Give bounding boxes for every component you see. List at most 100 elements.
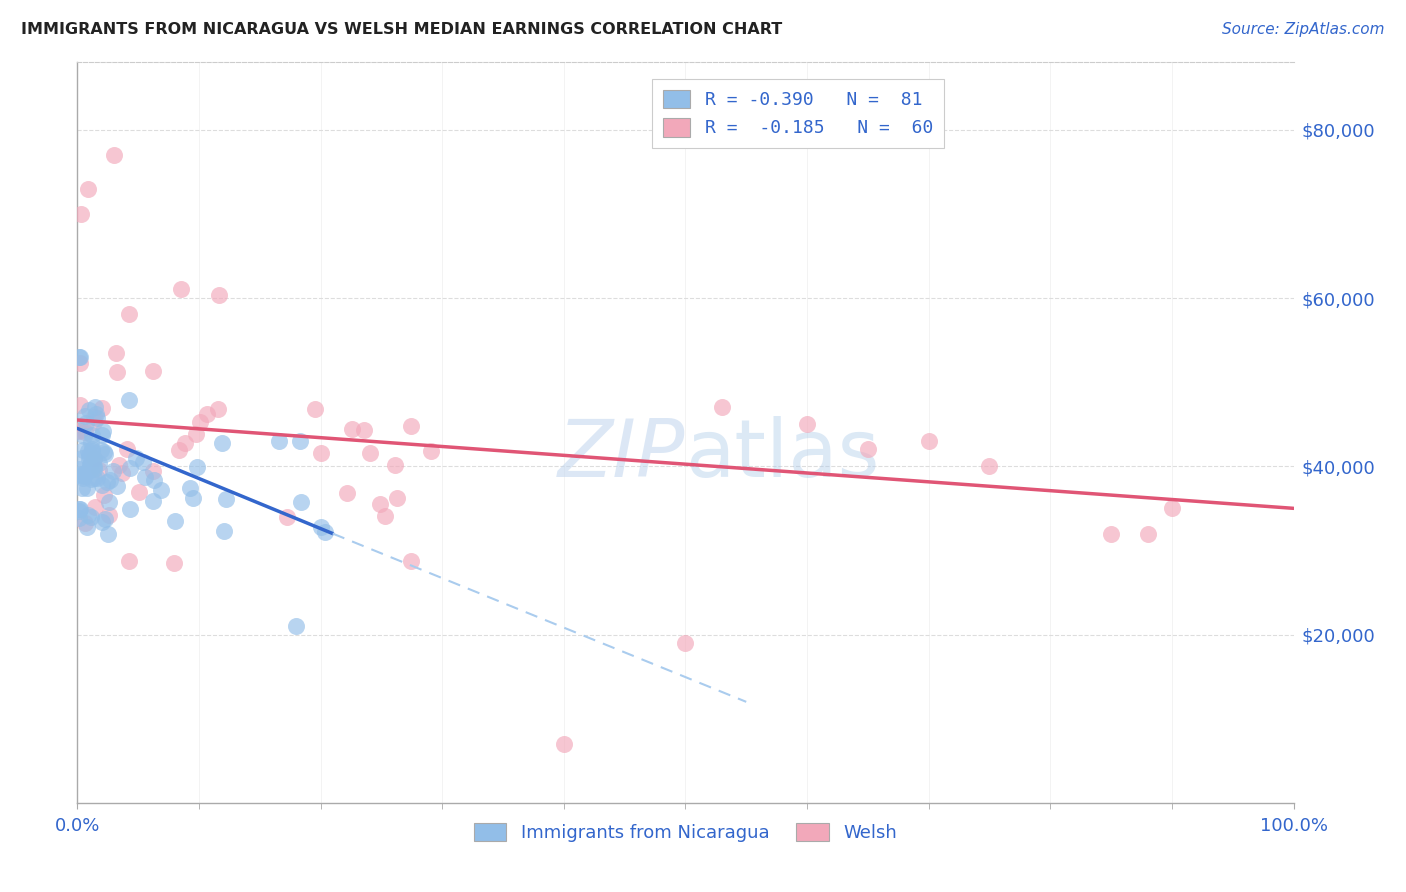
Point [67, 467, 90, 481]
Point [353, 423, 375, 437]
Point [67, 424, 90, 438]
Point [142, 464, 165, 478]
Point [83, 410, 105, 425]
Point [710, 401, 733, 415]
Point [979, 459, 1001, 474]
Point [188, 416, 211, 430]
Point [83, 451, 105, 466]
Point [83, 500, 105, 515]
Point [97, 526, 120, 541]
Point [75, 416, 97, 430]
Point [311, 520, 333, 534]
Point [311, 445, 333, 459]
Point [142, 494, 165, 508]
Point [69, 350, 91, 364]
Point [105, 479, 128, 493]
Point [93, 444, 115, 458]
Point [67, 350, 90, 364]
Point [384, 458, 406, 472]
Point [93, 488, 115, 502]
Point [76, 482, 98, 496]
Legend: Immigrants from Nicaragua, Welsh: Immigrants from Nicaragua, Welsh [467, 815, 904, 849]
Point [69, 398, 91, 412]
Text: Source: ZipAtlas.com: Source: ZipAtlas.com [1222, 22, 1385, 37]
Point [72, 442, 94, 457]
Point [118, 393, 141, 408]
Point [195, 407, 218, 421]
Point [1099, 526, 1122, 541]
Point [98, 508, 121, 522]
Point [69, 207, 91, 221]
Point [134, 470, 156, 484]
Point [115, 442, 138, 456]
Point [399, 554, 422, 568]
Point [67, 511, 90, 525]
Point [212, 524, 235, 539]
Point [72, 471, 94, 485]
Point [94, 512, 117, 526]
Point [420, 444, 443, 458]
Point [79, 456, 101, 470]
Point [98, 494, 121, 508]
Point [82, 427, 104, 442]
Point [276, 509, 298, 524]
Text: IMMIGRANTS FROM NICARAGUA VS WELSH MEDIAN EARNINGS CORRELATION CHART: IMMIGRANTS FROM NICARAGUA VS WELSH MEDIA… [21, 22, 782, 37]
Point [80, 471, 103, 485]
Point [211, 436, 233, 450]
Point [76, 444, 98, 458]
Point [142, 364, 165, 378]
Point [82, 459, 104, 474]
Point [184, 427, 207, 442]
Point [118, 502, 141, 516]
Point [796, 417, 818, 432]
Point [304, 402, 326, 417]
Point [79, 458, 101, 473]
Point [181, 491, 204, 505]
Point [69, 356, 91, 370]
Point [179, 481, 201, 495]
Point [73, 469, 96, 483]
Point [118, 307, 141, 321]
Point [84, 407, 107, 421]
Point [80, 509, 103, 524]
Point [75, 409, 97, 424]
Point [79, 403, 101, 417]
Point [374, 509, 396, 524]
Point [83, 471, 105, 485]
Point [69, 502, 91, 516]
Point [90, 442, 112, 457]
Point [100, 473, 122, 487]
Point [83, 462, 105, 476]
Point [340, 422, 363, 436]
Text: atlas: atlas [686, 416, 880, 494]
Point [67, 462, 90, 476]
Point [86, 470, 108, 484]
Point [79, 452, 101, 467]
Point [87, 463, 110, 477]
Point [288, 434, 311, 449]
Point [69, 501, 91, 516]
Point [399, 418, 422, 433]
Point [208, 288, 231, 302]
Point [69, 423, 91, 437]
Point [73, 467, 96, 481]
Point [1161, 501, 1184, 516]
Point [118, 553, 141, 567]
Point [163, 557, 186, 571]
Point [73, 429, 96, 443]
Point [94, 447, 117, 461]
Point [856, 442, 879, 457]
Point [77, 448, 100, 462]
Point [83, 400, 105, 414]
Point [108, 458, 131, 473]
Point [132, 455, 155, 469]
Point [553, 737, 575, 751]
Point [675, 636, 697, 650]
Point [76, 181, 98, 195]
Point [80, 443, 103, 458]
Point [89, 456, 111, 470]
Point [91, 477, 114, 491]
Point [70, 451, 93, 466]
Point [1136, 526, 1159, 541]
Point [918, 434, 941, 448]
